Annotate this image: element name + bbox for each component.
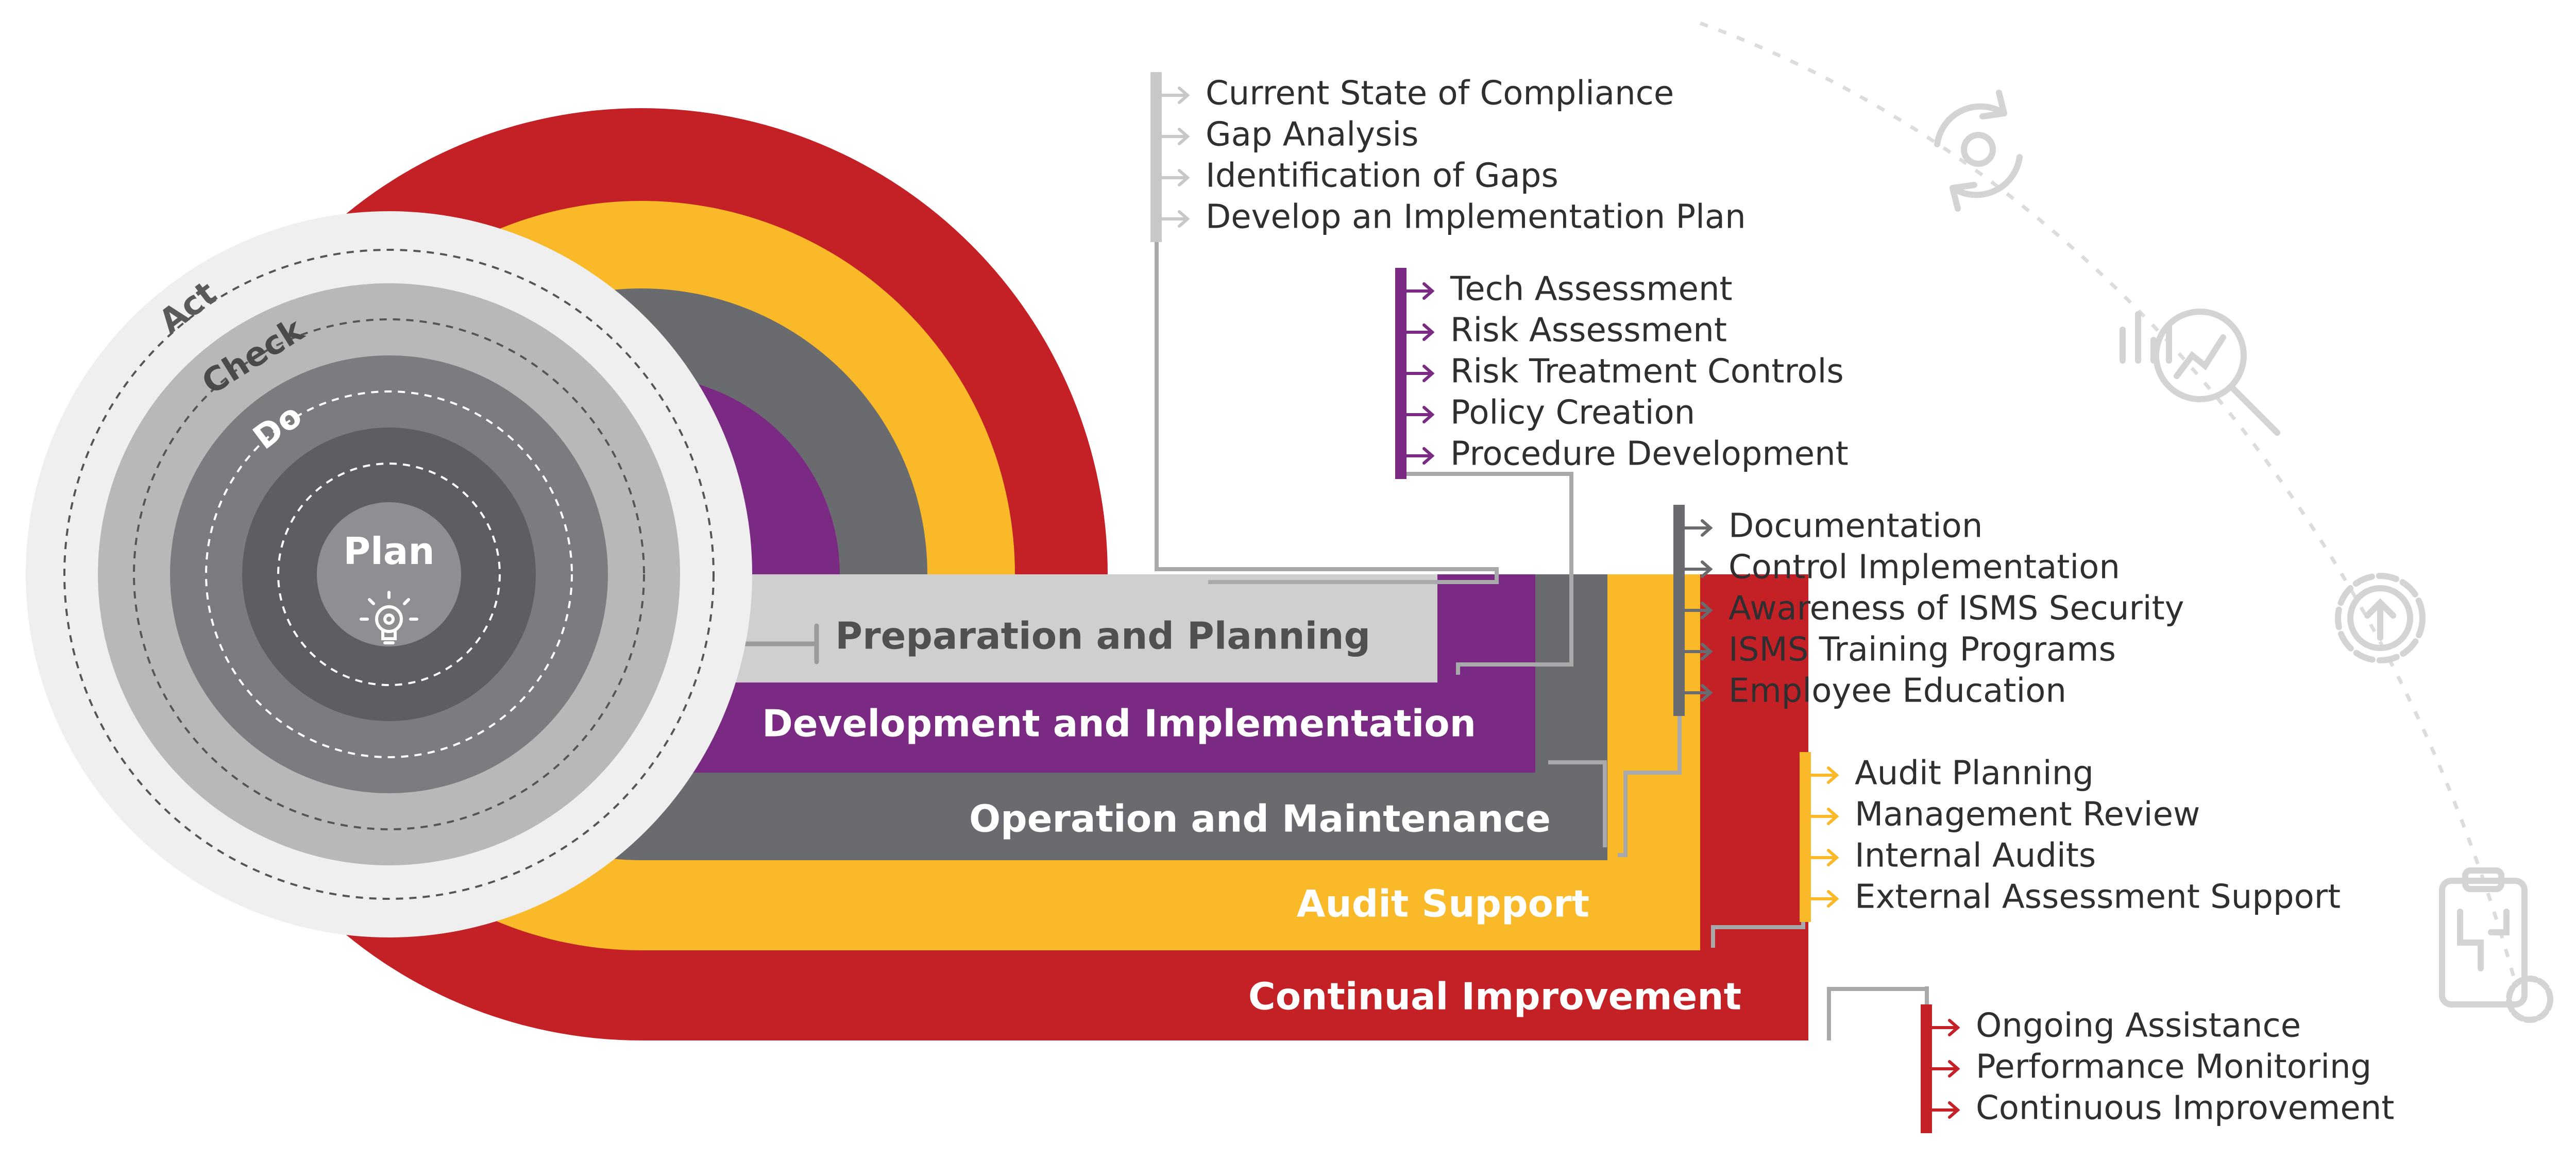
connector-line-2 [1404, 472, 1573, 675]
arrow-right-icon [1405, 282, 1435, 300]
arrow-right-icon [1160, 87, 1190, 104]
task-list-bar [1673, 505, 1685, 716]
task-item: Identification of Gaps [1206, 157, 1558, 195]
task-item: Management Review [1855, 796, 2200, 834]
task-item: Current State of Compliance [1206, 75, 1674, 113]
task-item: Employee Education [1728, 672, 2066, 710]
task-item: Procedure Development [1450, 435, 1849, 473]
task-item: Develop an Implementation Plan [1206, 198, 1746, 236]
task-item: Performance Monitoring [1976, 1048, 2371, 1086]
arrow-right-icon [1809, 808, 1839, 825]
arrow-right-icon [1683, 519, 1713, 537]
lightbulb-gear-icon [360, 591, 418, 644]
dashed-ring-1 [63, 249, 715, 900]
arrow-right-icon [1809, 849, 1839, 866]
arrow-right-icon [1160, 210, 1190, 228]
task-list-bar [1800, 752, 1811, 922]
arrow-right-icon [1683, 643, 1713, 660]
gear-upload-icon [2335, 573, 2426, 663]
arrow-right-icon [1160, 128, 1190, 145]
task-item: Continuous Improvement [1976, 1089, 2394, 1128]
band-preparation-planning [533, 466, 1437, 682]
arrow-right-icon [1930, 1019, 1960, 1036]
arrow-right-icon [1930, 1060, 1960, 1078]
side-icons [1934, 90, 2553, 1023]
stage-label-preparation: Preparation and Planning [835, 614, 1370, 658]
arrow-right-icon [1405, 447, 1435, 465]
task-item: Documentation [1728, 507, 1982, 545]
arrow-right-icon [1160, 169, 1190, 186]
clipboard-gear-icon [2439, 867, 2553, 1023]
task-list-bar [1921, 1004, 1932, 1133]
refresh-cycle-icon [1934, 90, 2023, 212]
task-item: Control Implementation [1728, 549, 2120, 587]
arrow-right-icon [1809, 890, 1839, 908]
task-list-operation: Documentation Control ImplementationAware… [1673, 505, 2184, 716]
arrow-right-icon [1405, 365, 1435, 382]
arrow-right-icon [1930, 1101, 1960, 1119]
arrow-right-icon [1683, 602, 1713, 619]
task-item: Risk Assessment [1450, 312, 1727, 350]
stage-label-continual: Continual Improvement [1248, 975, 1741, 1018]
task-item: External Assessment Support [1855, 878, 2341, 916]
decorative-dashed-arc [1699, 21, 2516, 979]
task-item: Risk Treatment Controls [1450, 353, 1844, 391]
task-list-bar [1150, 72, 1162, 242]
arrow-right-icon [1809, 766, 1839, 784]
stage-labels: Preparation and Planning Development and … [762, 614, 1741, 1018]
stage-label-development: Development and Implementation [762, 702, 1476, 745]
arrow-right-icon [1683, 560, 1713, 578]
task-item: Internal Audits [1855, 837, 2096, 875]
task-item: ISMS Training Programs [1728, 631, 2116, 669]
task-item: Awareness of ISMS Security [1728, 590, 2184, 628]
task-item: Tech Assessment [1450, 270, 1733, 309]
plan-label: Plan [343, 530, 434, 573]
task-item: Ongoing Assistance [1976, 1007, 2301, 1045]
arrow-right-icon [1405, 406, 1435, 423]
chart-magnifier-icon [2120, 309, 2280, 436]
arrow-right-icon [1405, 323, 1435, 341]
task-item: Audit Planning [1855, 755, 2094, 793]
connector-line-1 [1155, 242, 1499, 584]
dashed-ring-2 [133, 318, 645, 830]
plan-core [317, 502, 461, 646]
dashed-ring-3 [205, 390, 573, 758]
task-item: Gap Analysis [1206, 116, 1418, 154]
dashed-ring-4 [277, 463, 501, 686]
connector-line-5 [1827, 986, 1929, 1040]
task-list-bar [1395, 268, 1406, 479]
stage-label-audit: Audit Support [1297, 882, 1589, 926]
arrow-right-icon [1683, 684, 1713, 702]
task-item: Policy Creation [1450, 394, 1695, 432]
connector-line-3 [1548, 706, 1682, 857]
connector-lines [1155, 242, 1929, 1040]
stage-label-operation: Operation and Maintenance [969, 797, 1551, 841]
